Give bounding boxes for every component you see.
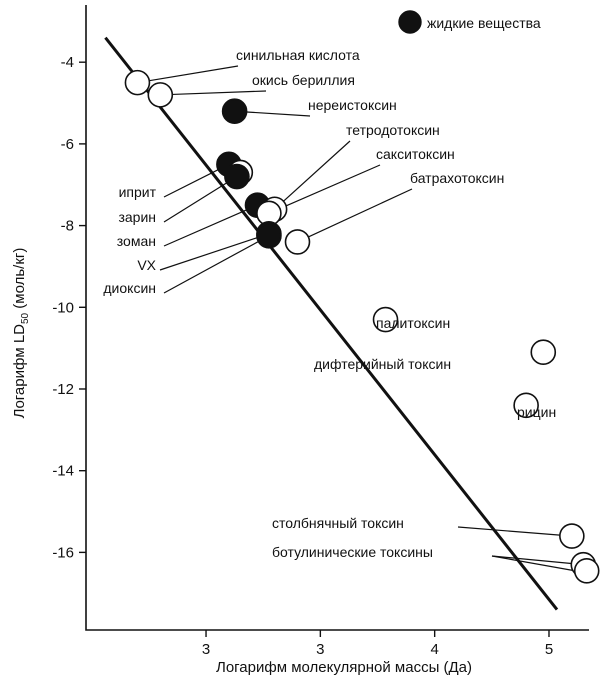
y-tick-label-1: -6: [61, 136, 74, 153]
data-point-12: [372, 306, 399, 333]
y-axis-title-subscript: 50: [20, 312, 31, 324]
axes: -4 -6 -8 -10 -12 -14 -16 3 3 4 5: [52, 5, 589, 658]
leader-lines: [149, 65, 575, 572]
x-axis-title: Логарифм молекулярной массы (Да): [216, 659, 472, 676]
leader-line-6: [163, 209, 247, 247]
leader-line-11: [308, 188, 413, 238]
data-point-17: [573, 557, 600, 584]
data-point-14: [513, 392, 539, 419]
point-label-14: рицин: [517, 404, 556, 420]
point-label-7: тетродотоксин: [346, 122, 440, 138]
x-tick-label-0: 3: [202, 641, 210, 658]
data-points: [124, 69, 600, 584]
point-labels: синильная кислота окись бериллия нереисток…: [103, 47, 556, 560]
legend: жидкие вещества: [398, 10, 541, 34]
leader-line-16: [491, 555, 572, 565]
point-label-6: зоман: [117, 233, 156, 249]
point-label-10: диоксин: [103, 280, 156, 296]
legend-label: жидкие вещества: [427, 15, 541, 31]
x-tick-label-1: 3: [316, 641, 324, 658]
point-label-2: нереистоксин: [308, 97, 397, 113]
axis-frame: [85, 5, 589, 631]
y-tick-label-3: -10: [52, 299, 74, 316]
point-label-0: синильная кислота: [236, 47, 360, 63]
y-tick-label-5: -14: [52, 463, 74, 480]
y-tick-label-2: -8: [61, 218, 74, 235]
x-tick-label-3: 5: [545, 641, 553, 658]
x-tick-label-2: 4: [430, 641, 438, 658]
y-axis-title-unit: (моль/кг): [11, 248, 28, 313]
data-point-0: [124, 69, 151, 96]
point-label-13: дифтерийный токсин: [314, 356, 451, 372]
point-label-1: окись бериллия: [252, 72, 355, 88]
y-axis-title: Логарифм LD50 (моль/кг): [11, 248, 31, 419]
fit-line: [104, 36, 559, 611]
y-tick-label-6: -16: [52, 544, 74, 561]
point-label-12: палитоксин: [376, 315, 450, 331]
point-label-15: столбнячный токсин: [272, 515, 404, 531]
point-label-11: батрахотоксин: [410, 170, 504, 186]
leader-line-15: [457, 526, 560, 536]
leader-line-0: [149, 65, 239, 82]
leader-line-2: [246, 111, 311, 117]
data-point-2: [221, 98, 248, 125]
y-tick-label-0: -4: [61, 54, 74, 71]
leader-line-3: [163, 169, 219, 198]
leader-line-5: [163, 182, 228, 223]
leader-line-1: [172, 90, 267, 96]
leader-line-7: [283, 140, 351, 202]
fit-line-group: [104, 36, 559, 611]
point-label-9: VX: [137, 257, 156, 273]
point-label-8: сакситоксин: [376, 146, 455, 162]
data-point-11: [284, 229, 311, 255]
y-axis-title-main: Логарифм LD: [11, 324, 28, 419]
leader-line-9: [159, 236, 258, 271]
data-point-5: [224, 163, 250, 190]
data-point-1: [147, 82, 174, 108]
data-point-15: [559, 523, 585, 549]
legend-marker: [398, 10, 422, 34]
point-label-16: ботулинические токсины: [272, 544, 433, 560]
data-point-13: [530, 339, 557, 366]
leader-line-10: [163, 241, 259, 294]
leader-line-8: [279, 164, 381, 210]
point-label-3: иприт: [119, 184, 157, 200]
leader-line-17: [491, 555, 575, 572]
point-label-5: зарин: [118, 209, 156, 225]
y-tick-label-4: -12: [52, 381, 74, 398]
data-point-10: [256, 223, 282, 249]
